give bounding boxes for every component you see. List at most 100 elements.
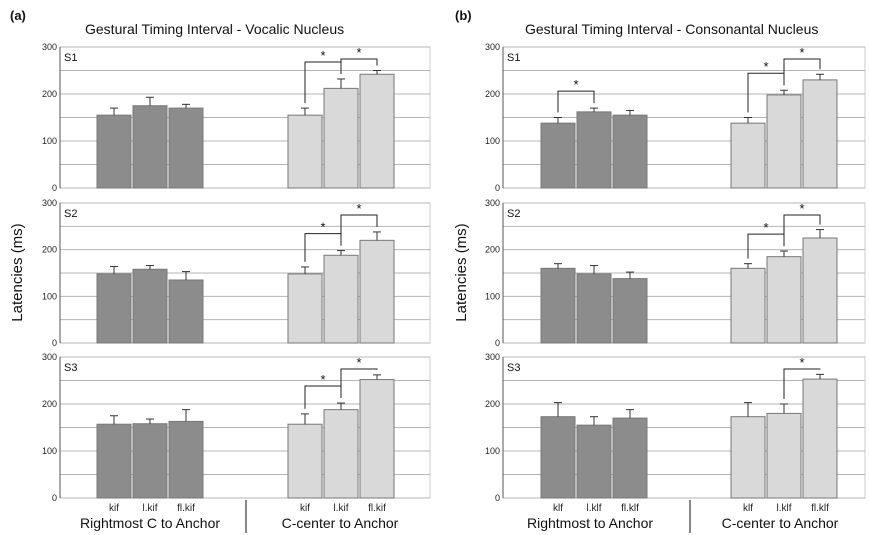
y-tick-label: 0: [495, 493, 500, 503]
significance-bracket: [557, 90, 595, 113]
significance-bracket: [783, 368, 821, 399]
x-tick-label: klf: [743, 503, 753, 514]
y-tick-label: 200: [485, 399, 500, 409]
bar: [802, 378, 838, 499]
bar: [612, 114, 648, 189]
bar: [802, 79, 838, 189]
significance-bracket: [783, 214, 821, 247]
y-tick-label: 300: [42, 198, 57, 208]
bar: [168, 420, 204, 499]
bar: [287, 273, 323, 344]
y-tick-label: 0: [52, 338, 57, 348]
significance-star: *: [799, 355, 804, 370]
significance-star: *: [573, 77, 578, 92]
y-axis-label: Latencies (ms): [9, 223, 26, 321]
bar: [168, 279, 204, 344]
y-tick-label: 0: [52, 493, 57, 503]
y-tick-label: 200: [42, 399, 57, 409]
bar: [132, 423, 168, 499]
bar: [96, 273, 132, 344]
y-tick-label: 200: [42, 245, 57, 255]
subject-label: S3: [64, 362, 77, 374]
x-tick-label: fl.klf: [621, 503, 639, 514]
chart-panel-2: (b) Gestural Timing Interval - Consonanta…: [453, 8, 866, 533]
y-axis-label: Latencies (ms): [453, 223, 470, 321]
bar: [612, 278, 648, 344]
x-tick-label: klf: [553, 503, 563, 514]
bar: [168, 107, 204, 189]
subject-label: S2: [64, 208, 77, 220]
subplot-s3: 0 100 200 300 S3 *: [485, 352, 866, 503]
subplot-s1: 0 100 200 300 S1 * * *: [485, 42, 866, 193]
subplot-s3: 0 100 200 300 S3 * *: [42, 352, 431, 503]
subject-label: S2: [507, 208, 520, 220]
group-label: C-center to Anchor: [722, 515, 839, 531]
x-tick-label: fl.kif: [177, 503, 195, 514]
x-tick-label: l.klf: [777, 503, 792, 514]
chart-panel-1: (a) Gestural Timing Interval - Vocalic Nu…: [9, 8, 431, 533]
subplot-s2: 0 100 200 300 S2 * *: [42, 198, 431, 348]
subplot-s2: 0 100 200 300 S2 * *: [485, 198, 866, 348]
bar: [132, 268, 168, 344]
bar: [323, 87, 359, 189]
y-tick-label: 0: [495, 338, 500, 348]
bar: [540, 416, 576, 499]
bar: [359, 73, 395, 189]
bar: [359, 239, 395, 344]
y-tick-label: 100: [485, 446, 500, 456]
bar: [730, 267, 766, 344]
bar: [730, 416, 766, 499]
significance-bracket: [783, 58, 821, 86]
x-tick-label: l.klf: [587, 503, 602, 514]
significance-bracket: [340, 58, 378, 74]
y-tick-label: 100: [42, 446, 57, 456]
group-label: C-center to Anchor: [282, 515, 399, 531]
bar: [96, 423, 132, 499]
y-tick-label: 100: [42, 136, 57, 146]
chart-title: Gestural Timing Interval - Vocalic Nucle…: [85, 21, 344, 37]
significance-star: *: [320, 48, 325, 63]
significance-bracket: [304, 385, 342, 409]
x-tick-label: l.kif: [143, 503, 158, 514]
y-tick-label: 300: [485, 198, 500, 208]
panel-letter: (b): [455, 8, 472, 23]
x-tick-label: fl.kif: [368, 503, 386, 514]
subject-label: S1: [64, 52, 77, 64]
y-tick-label: 200: [485, 89, 500, 99]
group-label: Rightmost C to Anchor: [80, 515, 220, 531]
significance-bracket: [340, 214, 378, 246]
significance-bracket: [340, 368, 378, 399]
bar: [576, 424, 612, 499]
bar: [323, 254, 359, 344]
bar: [576, 273, 612, 344]
bar: [359, 379, 395, 499]
bar: [766, 94, 802, 189]
bar: [540, 267, 576, 344]
significance-star: *: [356, 201, 361, 216]
bar: [323, 409, 359, 499]
y-tick-label: 100: [42, 291, 57, 301]
bar: [576, 111, 612, 189]
significance-star: *: [763, 220, 768, 235]
bar: [766, 256, 802, 344]
subplot-s1: 0 100 200 300 S1 * *: [42, 42, 431, 193]
y-tick-label: 300: [485, 352, 500, 362]
significance-bracket: [747, 233, 785, 259]
y-tick-label: 300: [42, 42, 57, 52]
y-tick-label: 0: [495, 183, 500, 193]
significance-star: *: [356, 45, 361, 60]
chart-title: Gestural Timing Interval - Consonantal N…: [525, 21, 818, 37]
significance-star: *: [356, 355, 361, 370]
x-tick-label: fl.klf: [811, 503, 829, 514]
significance-star: *: [763, 59, 768, 74]
y-tick-label: 100: [485, 291, 500, 301]
bar: [612, 417, 648, 499]
subject-label: S1: [507, 52, 520, 64]
significance-star: *: [320, 372, 325, 387]
significance-star: *: [799, 45, 804, 60]
bar: [96, 114, 132, 189]
significance-star: *: [799, 201, 804, 216]
y-tick-label: 200: [485, 245, 500, 255]
group-label: Rightmost to Anchor: [527, 515, 653, 531]
